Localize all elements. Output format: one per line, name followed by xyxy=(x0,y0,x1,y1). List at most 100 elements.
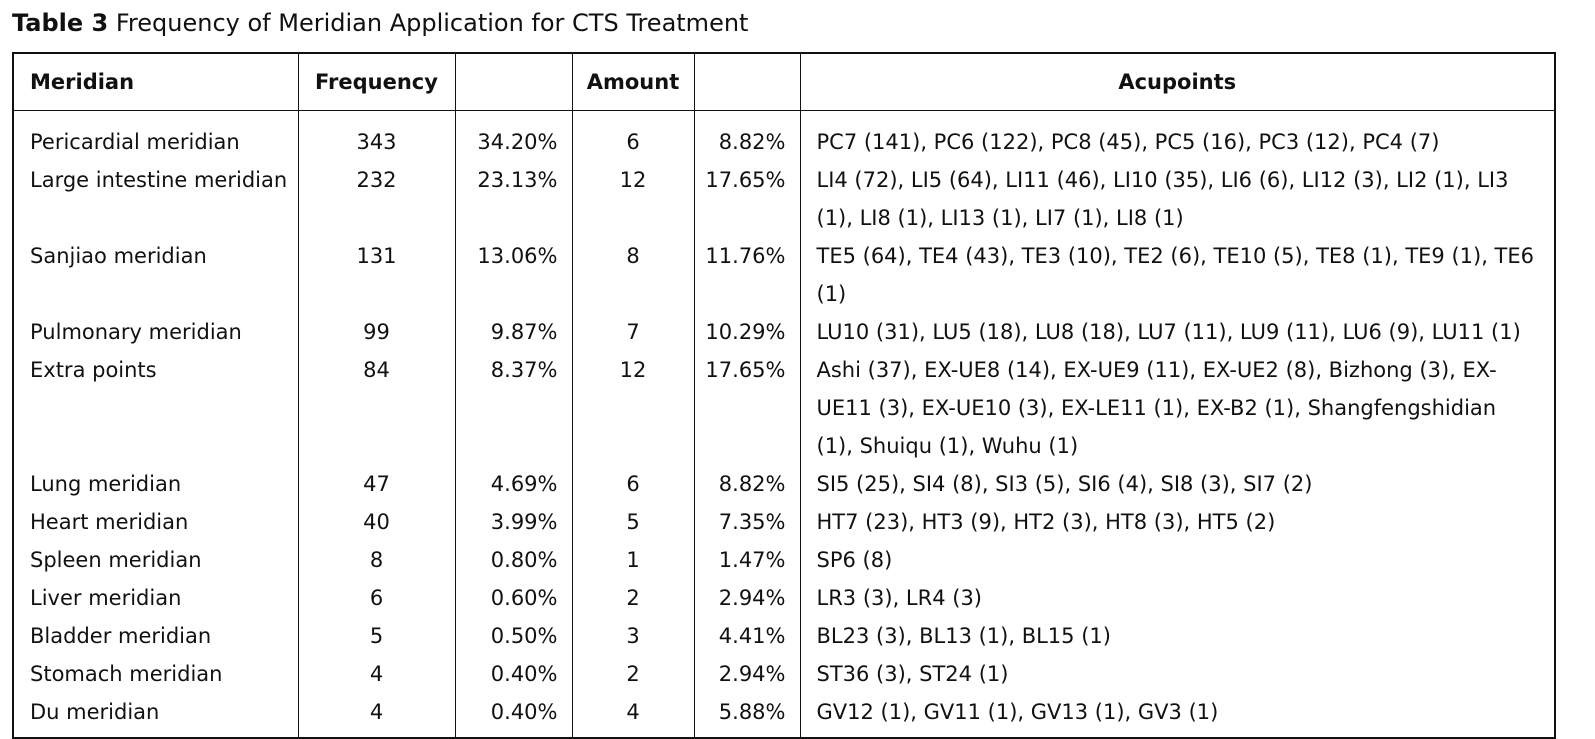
table-body: Pericardial meridian 343 34.20% 6 8.82% PC7 (… xyxy=(12,110,1556,738)
table-row: Extra points 84 8.37% 12 17.65% Ashi (37), EX… xyxy=(12,351,1556,465)
cell-amount: 6 xyxy=(571,123,695,161)
cell-frequency: 40 xyxy=(297,503,456,541)
cell-frequency-percent: 23.13% xyxy=(454,161,573,237)
cell-acupoints: SP6 (8) xyxy=(799,541,1556,579)
cell-meridian: Pericardial meridian xyxy=(12,123,299,161)
cell-amount: 7 xyxy=(571,313,695,351)
cell-amount: 8 xyxy=(571,237,695,313)
table-row: Lung meridian 47 4.69% 6 8.82% SI5 (25), SI4 … xyxy=(12,465,1556,503)
header-frequency: Frequency xyxy=(297,53,456,111)
cell-amount-percent: 1.47% xyxy=(693,541,801,579)
cell-meridian: Bladder meridian xyxy=(12,617,299,655)
cell-acupoints: TE5 (64), TE4 (43), TE3 (10), TE2 (6), T… xyxy=(799,237,1556,313)
cell-acupoints: Ashi (37), EX-UE8 (14), EX-UE9 (11), EX-… xyxy=(799,351,1556,465)
spacer-cell xyxy=(799,110,1556,123)
cell-meridian: Du meridian xyxy=(12,693,299,738)
header-acupoints: Acupoints xyxy=(799,53,1556,111)
cell-amount: 4 xyxy=(571,693,695,738)
cell-amount: 12 xyxy=(571,351,695,465)
spacer-cell xyxy=(454,110,573,123)
table-row: Liver meridian 6 0.60% 2 2.94% LR3 (3), LR4 (… xyxy=(12,579,1556,617)
cell-amount: 12 xyxy=(571,161,695,237)
cell-acupoints: ST36 (3), ST24 (1) xyxy=(799,655,1556,693)
cell-amount-percent: 10.29% xyxy=(693,313,801,351)
table-row: Heart meridian 40 3.99% 5 7.35% HT7 (23), HT3… xyxy=(12,503,1556,541)
cell-acupoints: PC7 (141), PC6 (122), PC8 (45), PC5 (16)… xyxy=(799,123,1556,161)
cell-frequency: 47 xyxy=(297,465,456,503)
cell-acupoints: BL23 (3), BL13 (1), BL15 (1) xyxy=(799,617,1556,655)
cell-meridian: Heart meridian xyxy=(12,503,299,541)
cell-amount-percent: 17.65% xyxy=(693,161,801,237)
cell-frequency-percent: 8.37% xyxy=(454,351,573,465)
cell-acupoints: HT7 (23), HT3 (9), HT2 (3), HT8 (3), HT5… xyxy=(799,503,1556,541)
table-row: Stomach meridian 4 0.40% 2 2.94% ST36 (3), ST… xyxy=(12,655,1556,693)
table-row: Large intestine meridian 232 23.13% 12 17.65… xyxy=(12,161,1556,237)
cell-amount-percent: 2.94% xyxy=(693,655,801,693)
cell-amount-percent: 11.76% xyxy=(693,237,801,313)
cell-frequency: 84 xyxy=(297,351,456,465)
cell-frequency-percent: 3.99% xyxy=(454,503,573,541)
cell-amount: 1 xyxy=(571,541,695,579)
cell-frequency-percent: 34.20% xyxy=(454,123,573,161)
cell-frequency: 131 xyxy=(297,237,456,313)
cell-frequency-percent: 0.50% xyxy=(454,617,573,655)
cell-frequency-percent: 0.60% xyxy=(454,579,573,617)
cell-amount: 2 xyxy=(571,579,695,617)
cell-meridian: Sanjiao meridian xyxy=(12,237,299,313)
cell-meridian: Stomach meridian xyxy=(12,655,299,693)
cell-frequency: 232 xyxy=(297,161,456,237)
cell-amount: 3 xyxy=(571,617,695,655)
cell-frequency: 99 xyxy=(297,313,456,351)
cell-acupoints: SI5 (25), SI4 (8), SI3 (5), SI6 (4), SI8… xyxy=(799,465,1556,503)
table-caption: Table 3 Frequency of Meridian Applicatio… xyxy=(12,6,748,40)
cell-amount-percent: 17.65% xyxy=(693,351,801,465)
cell-frequency-percent: 9.87% xyxy=(454,313,573,351)
cell-frequency-percent: 4.69% xyxy=(454,465,573,503)
table-row: Du meridian 4 0.40% 4 5.88% GV12 (1), GV11 (1… xyxy=(12,693,1556,738)
cell-meridian: Large intestine meridian xyxy=(12,161,299,237)
cell-frequency: 4 xyxy=(297,655,456,693)
table-label: Table 3 xyxy=(12,9,109,37)
cell-amount: 2 xyxy=(571,655,695,693)
cell-acupoints: LR3 (3), LR4 (3) xyxy=(799,579,1556,617)
meridian-frequency-table: Meridian Frequency Amount Acupoints Peri… xyxy=(12,52,1556,739)
spacer-cell xyxy=(12,110,299,123)
cell-acupoints: LU10 (31), LU5 (18), LU8 (18), LU7 (11),… xyxy=(799,313,1556,351)
header-amount-percent xyxy=(693,53,801,111)
header-row: Meridian Frequency Amount Acupoints xyxy=(12,53,1556,111)
table-title: Frequency of Meridian Application for CT… xyxy=(115,9,749,37)
cell-amount: 5 xyxy=(571,503,695,541)
header-amount: Amount xyxy=(571,53,695,111)
cell-meridian: Spleen meridian xyxy=(12,541,299,579)
cell-frequency: 8 xyxy=(297,541,456,579)
cell-frequency: 6 xyxy=(297,579,456,617)
cell-frequency-percent: 0.40% xyxy=(454,693,573,738)
table-row: Spleen meridian 8 0.80% 1 1.47% SP6 (8) xyxy=(12,541,1556,579)
cell-frequency-percent: 0.40% xyxy=(454,655,573,693)
cell-frequency-percent: 13.06% xyxy=(454,237,573,313)
cell-amount-percent: 8.82% xyxy=(693,123,801,161)
cell-acupoints: GV12 (1), GV11 (1), GV13 (1), GV3 (1) xyxy=(799,693,1556,738)
cell-amount-percent: 7.35% xyxy=(693,503,801,541)
table-row: Sanjiao meridian 131 13.06% 8 11.76% TE5 (64)… xyxy=(12,237,1556,313)
cell-meridian: Lung meridian xyxy=(12,465,299,503)
header-meridian: Meridian xyxy=(12,53,299,111)
table-row: Bladder meridian 5 0.50% 3 4.41% BL23 (3), BL… xyxy=(12,617,1556,655)
cell-amount-percent: 8.82% xyxy=(693,465,801,503)
cell-frequency: 4 xyxy=(297,693,456,738)
cell-frequency: 343 xyxy=(297,123,456,161)
cell-frequency: 5 xyxy=(297,617,456,655)
table-row: Pulmonary meridian 99 9.87% 7 10.29% LU10 (31… xyxy=(12,313,1556,351)
table-spacer-row xyxy=(12,110,1556,123)
cell-amount-percent: 2.94% xyxy=(693,579,801,617)
cell-frequency-percent: 0.80% xyxy=(454,541,573,579)
spacer-cell xyxy=(571,110,695,123)
cell-amount: 6 xyxy=(571,465,695,503)
header-frequency-percent xyxy=(454,53,573,111)
cell-meridian: Liver meridian xyxy=(12,579,299,617)
cell-acupoints: LI4 (72), LI5 (64), LI11 (46), LI10 (35)… xyxy=(799,161,1556,237)
spacer-cell xyxy=(693,110,801,123)
cell-amount-percent: 4.41% xyxy=(693,617,801,655)
cell-meridian: Pulmonary meridian xyxy=(12,313,299,351)
cell-amount-percent: 5.88% xyxy=(693,693,801,738)
